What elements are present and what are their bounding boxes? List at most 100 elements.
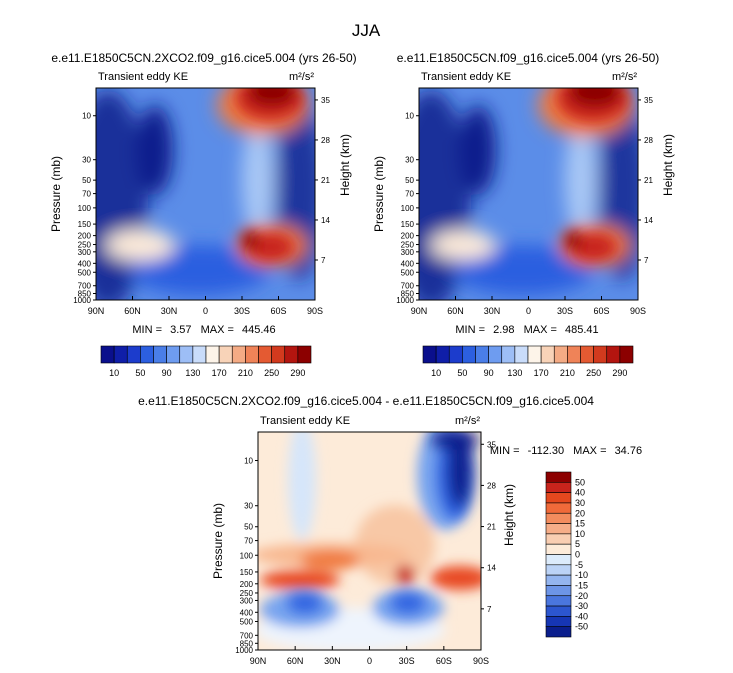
panel-c-x-ticks: 90N 60N 30N 0 30S 60S 90S <box>250 646 489 666</box>
pressure-tick-label: 250 <box>78 241 92 250</box>
latitude-tick-label: 30N <box>324 656 341 666</box>
height-tick-label: 21 <box>321 176 330 185</box>
latitude-tick-label: 60S <box>270 306 286 316</box>
panel-b-contour-field <box>419 88 638 300</box>
panel-a-x-ticks: 90N 60N 30N 0 30S 60S 90S <box>88 296 323 316</box>
latitude-tick-label: 60S <box>436 656 452 666</box>
colorbar-tick-label: -15 <box>575 580 588 590</box>
colorbar-tick-label: 10 <box>109 368 119 378</box>
pressure-tick-label: 700 <box>240 631 254 640</box>
pressure-tick-label: 30 <box>82 156 91 165</box>
pressure-tick-label: 1000 <box>235 646 253 655</box>
colorbar-swatch <box>231 345 246 364</box>
latitude-tick-label: 30S <box>399 656 415 666</box>
colorbar-swatch <box>540 345 555 364</box>
pressure-tick-label: 850 <box>401 289 415 298</box>
colorbar-tick-label: 40 <box>575 488 585 498</box>
colorbar-swatch <box>514 345 529 364</box>
panel-b-max-label: MAX = <box>524 324 557 336</box>
colorbar-swatch <box>245 345 259 364</box>
latitude-tick-label: 30N <box>484 306 501 316</box>
pressure-tick-label: 70 <box>82 190 91 199</box>
colorbar-tick-label: 20 <box>575 508 585 518</box>
pressure-tick-label: 50 <box>82 176 91 185</box>
colorbar-swatch <box>192 345 207 364</box>
colorbar-swatch <box>545 554 572 566</box>
colorbar-tick-label: 5 <box>575 539 580 549</box>
pressure-tick-label: 150 <box>78 220 92 229</box>
colorbar-swatch <box>218 345 233 364</box>
colorbar-tick-label: 210 <box>238 368 253 378</box>
height-tick-label: 28 <box>487 481 496 490</box>
colorbar-swatch <box>580 345 594 364</box>
figure-title: JJA <box>352 21 381 40</box>
colorbar-swatch <box>545 471 572 483</box>
pressure-tick-label: 700 <box>401 282 415 291</box>
latitude-tick-label: 90N <box>88 306 105 316</box>
panel-c-ylabel-right: Height (km) <box>502 484 516 546</box>
colorbar-swatch <box>545 523 572 535</box>
colorbar-swatch <box>435 345 450 364</box>
colorbar-swatch <box>113 345 128 364</box>
colorbar-swatch <box>606 345 621 364</box>
colorbar-tick-label: -30 <box>575 601 588 611</box>
colorbar-swatch <box>545 512 572 524</box>
panel-c-left-label: Transient eddy KE <box>260 415 350 427</box>
panel-b: e.e11.E1850C5CN.f09_g16.cice5.004 (yrs 2… <box>372 51 675 378</box>
pressure-tick-label: 10 <box>405 112 414 121</box>
latitude-tick-label: 90S <box>630 306 646 316</box>
colorbar-tick-label: 290 <box>612 368 627 378</box>
panel-c-contour-field <box>258 432 481 650</box>
colorbar-tick-label: 50 <box>135 368 145 378</box>
panel-a: e.e11.E1850C5CN.2XCO2.f09_g16.cice5.004 … <box>49 51 357 378</box>
colorbar-swatch <box>545 564 572 576</box>
colorbar-swatch <box>545 574 572 586</box>
panel-a-colorbar: 10 50 90 130 170 210 250 290 <box>100 345 312 378</box>
colorbar-tick-label: 170 <box>534 368 549 378</box>
colorbar-swatch <box>475 345 489 364</box>
pressure-tick-label: 10 <box>82 112 91 121</box>
colorbar-swatch <box>545 585 572 597</box>
pressure-tick-label: 30 <box>244 502 253 511</box>
panel-a-ylabel: Pressure (mb) <box>49 156 63 232</box>
pressure-tick-label: 300 <box>240 596 254 605</box>
colorbar-swatch <box>462 345 476 364</box>
colorbar-swatch <box>545 595 572 607</box>
panel-b-stats: MIN = 2.98 MAX = 485.41 <box>455 324 598 336</box>
colorbar-tick-label: 90 <box>484 368 494 378</box>
colorbar-swatch <box>545 616 572 627</box>
panel-b-colorbar: 10 50 90 130 170 210 250 290 <box>422 345 634 378</box>
pressure-tick-label: 30 <box>405 156 414 165</box>
pressure-tick-label: 50 <box>244 523 253 532</box>
panel-c-min-label: MIN = <box>490 445 520 457</box>
colorbar-swatch <box>567 345 581 364</box>
height-tick-label: 7 <box>487 605 492 614</box>
colorbar-tick-label: 250 <box>586 368 601 378</box>
panel-b-title: e.e11.E1850C5CN.f09_g16.cice5.004 (yrs 2… <box>397 51 660 65</box>
latitude-tick-label: 90S <box>473 656 489 666</box>
colorbar-swatch <box>140 345 154 364</box>
latitude-tick-label: 90N <box>411 306 428 316</box>
pressure-tick-label: 150 <box>401 220 415 229</box>
colorbar-swatch <box>545 533 572 545</box>
colorbar-swatch <box>258 345 272 364</box>
panel-a-max-value: 445.46 <box>242 324 276 336</box>
panel-a-stats: MIN = 3.57 MAX = 445.46 <box>132 324 275 336</box>
colorbar-tick-label: 10 <box>431 368 441 378</box>
panel-b-height-ticks: 35 28 21 14 7 <box>638 96 653 265</box>
panel-c-units: m²/s² <box>455 415 480 427</box>
panel-c-stats: MIN = -112.30 MAX = 34.76 <box>490 445 642 457</box>
height-tick-label: 28 <box>321 136 330 145</box>
height-tick-label: 35 <box>487 440 496 449</box>
colorbar-swatch <box>422 345 437 364</box>
colorbar-swatch <box>545 626 572 638</box>
panel-c-min-value: -112.30 <box>528 445 565 457</box>
colorbar-swatch <box>271 345 286 364</box>
panel-a-min-label: MIN = <box>132 324 162 336</box>
panel-a-height-ticks: 35 28 21 14 7 <box>315 96 330 265</box>
panel-a-left-label: Transient eddy KE <box>98 71 188 83</box>
latitude-tick-label: 0 <box>367 656 372 666</box>
colorbar-swatch <box>153 345 167 364</box>
pressure-tick-label: 700 <box>78 282 92 291</box>
pressure-tick-label: 100 <box>401 204 415 213</box>
